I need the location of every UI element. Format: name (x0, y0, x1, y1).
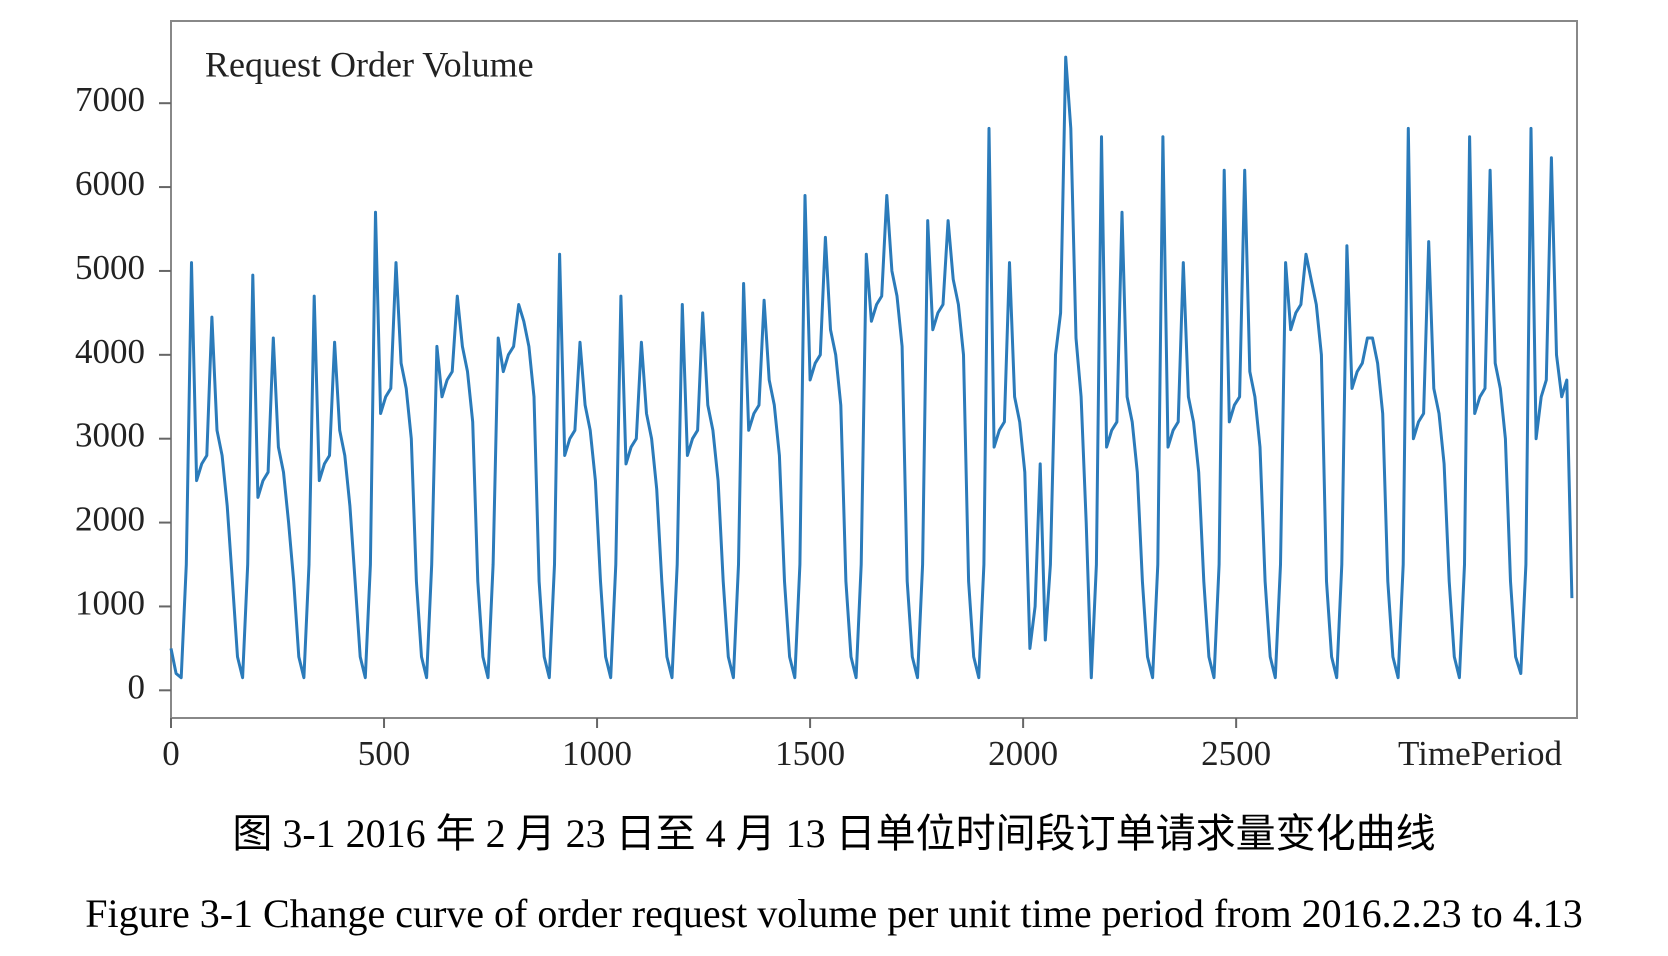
x-axis-label: TimePeriod (1398, 734, 1563, 773)
x-tick-label: 1000 (562, 734, 632, 773)
caption-en: Figure 3-1 Change curve of order request… (85, 891, 1582, 936)
x-tick-label: 2500 (1201, 734, 1271, 773)
y-tick-label: 6000 (75, 164, 145, 203)
y-tick-label: 5000 (75, 248, 145, 287)
x-tick-label: 0 (162, 734, 180, 773)
x-tick-label: 1500 (775, 734, 845, 773)
caption-zh: 图 3-1 2016 年 2 月 23 日至 4 月 13 日单位时间段订单请求… (232, 811, 1435, 856)
x-tick-label: 500 (358, 734, 411, 773)
x-tick-label: 2000 (988, 734, 1058, 773)
y-tick-label: 0 (128, 667, 146, 706)
y-tick-label: 2000 (75, 500, 145, 539)
y-tick-label: 7000 (75, 80, 145, 119)
chart-title: Request Order Volume (205, 44, 534, 84)
y-tick-label: 3000 (75, 416, 145, 455)
y-tick-label: 4000 (75, 332, 145, 371)
data-line (169, 55, 1574, 680)
y-tick-label: 1000 (75, 583, 145, 622)
plot-frame (170, 20, 1578, 719)
